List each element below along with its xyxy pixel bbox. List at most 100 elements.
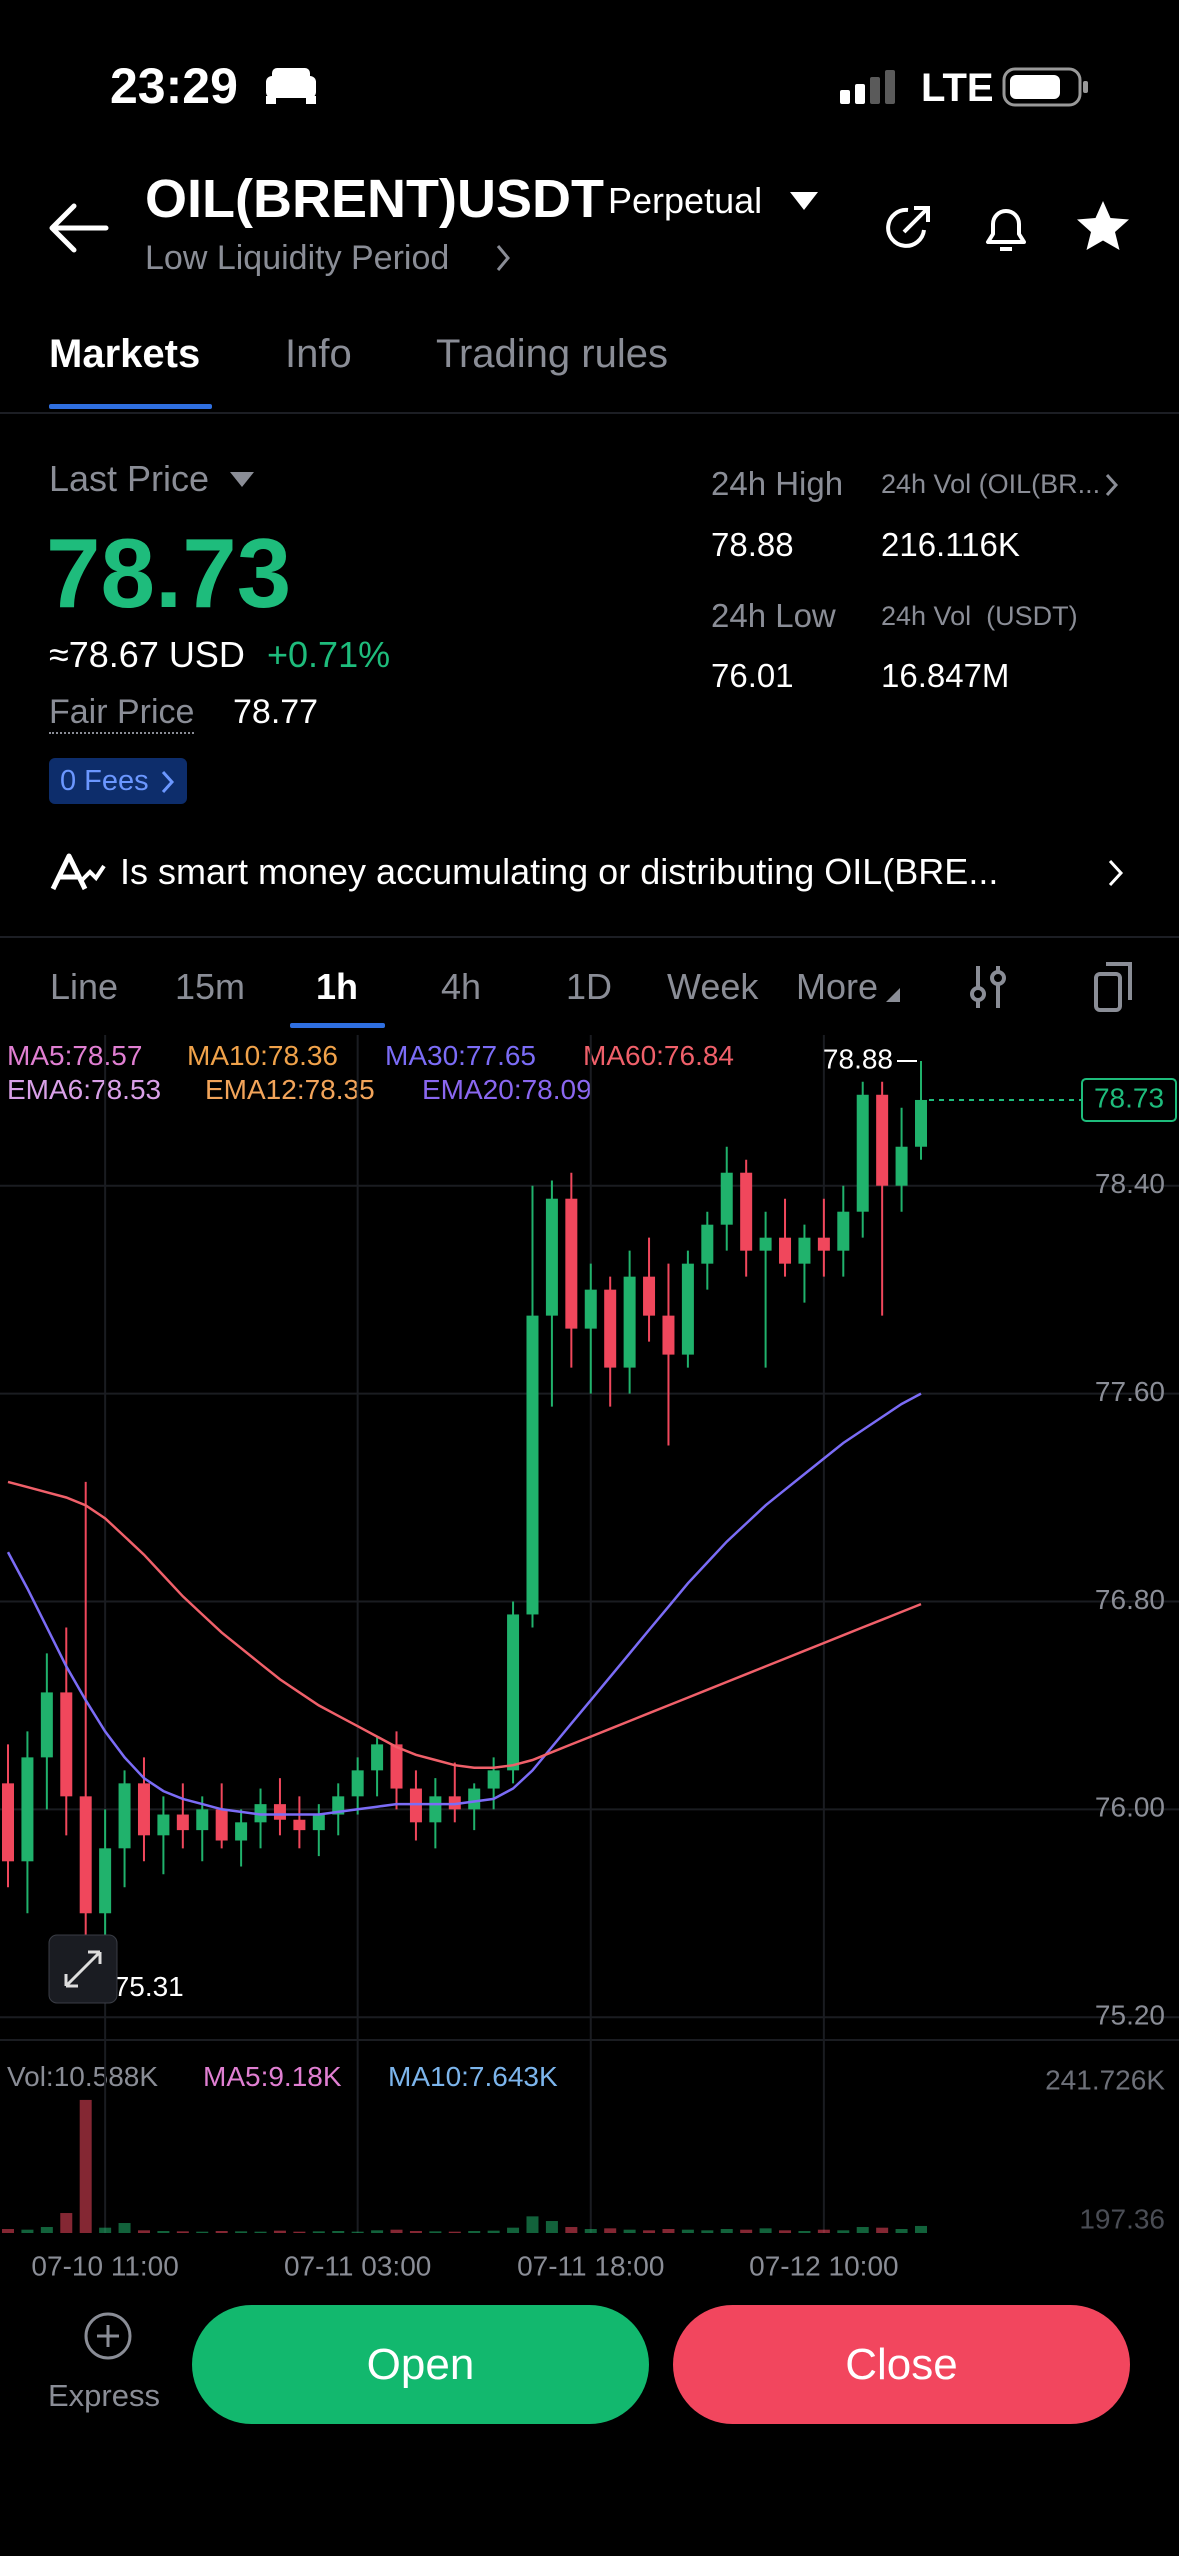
interval[interactable]: 15m	[175, 966, 246, 1007]
pair-title[interactable]: OIL(BRENT)USDT	[145, 169, 604, 229]
candle-body	[157, 1814, 170, 1836]
open-button[interactable]: Open	[192, 2305, 649, 2424]
indicator: MA10:78.36	[187, 1040, 338, 1071]
candle-body	[235, 1822, 248, 1841]
signal-icon	[840, 70, 895, 104]
last-price-label[interactable]: Last Price	[49, 458, 210, 499]
interval[interactable]: Week	[667, 966, 759, 1007]
stat-label: 24h Low	[711, 597, 836, 634]
volume-tick-label: 197.36	[1079, 2203, 1165, 2234]
stat-label: 24h Vol (USDT)	[881, 601, 1078, 631]
candle-body	[487, 1770, 500, 1789]
fair-price: 78.77	[233, 693, 319, 731]
more-arrow	[886, 988, 900, 1002]
share-icon[interactable]	[880, 200, 936, 256]
fair-price-label[interactable]: Fair Price	[49, 695, 195, 734]
tab[interactable]: Trading rules	[436, 332, 668, 376]
volume-bar	[99, 2227, 112, 2233]
banner-text[interactable]: Is smart money accumulating or distribut…	[120, 851, 999, 892]
tab[interactable]: Info	[285, 332, 352, 376]
volume-bar	[798, 2231, 811, 2233]
volume-bar	[817, 2229, 830, 2233]
chevron	[1108, 859, 1124, 887]
candle-body	[312, 1814, 325, 1831]
volume-tick-label: 241.726K	[1045, 2065, 1165, 2096]
interval[interactable]: More	[796, 966, 879, 1007]
fees-text[interactable]: 0 Fees	[60, 765, 149, 797]
volume-bar	[662, 2229, 675, 2233]
candle-body	[371, 1744, 384, 1771]
ai-icon	[50, 853, 106, 891]
candle-body	[332, 1796, 345, 1815]
volume-bar	[895, 2229, 908, 2233]
settings-icon[interactable]	[968, 962, 1008, 1012]
dropdown-arrow	[230, 472, 254, 487]
volume-indicator: MA10:7.643K	[388, 2061, 558, 2092]
last-price: 78.73	[46, 518, 292, 628]
express-label[interactable]: Express	[48, 2378, 160, 2413]
divider	[0, 936, 1179, 938]
close-label[interactable]: Close	[845, 2339, 958, 2389]
volume-bar	[196, 2231, 209, 2233]
stat-label[interactable]: 24h Vol (OIL(BR...	[881, 469, 1101, 499]
chevron	[496, 245, 510, 271]
expand-button[interactable]	[48, 1934, 118, 2004]
fees-badge[interactable]	[49, 758, 187, 804]
volume-bar	[856, 2227, 869, 2233]
x-tick-label: 07-11 03:00	[284, 2250, 431, 2281]
volume-bar	[157, 2231, 170, 2233]
x-tick-label: 07-11 18:00	[517, 2250, 664, 2281]
divider	[0, 412, 1179, 414]
volume-bar	[837, 2230, 850, 2233]
volume-bar	[312, 2231, 325, 2233]
car-icon	[266, 68, 316, 104]
volume-bar	[254, 2231, 267, 2233]
interval[interactable]: 4h	[441, 966, 482, 1007]
battery-icon	[1002, 67, 1088, 107]
volume-bar	[79, 2099, 92, 2233]
volume-bar	[40, 2227, 53, 2233]
stat-value: 78.88	[711, 526, 794, 563]
contract-type[interactable]: Perpetual	[608, 180, 763, 221]
indicator-line	[6, 1392, 922, 1816]
volume-bar	[118, 2223, 131, 2233]
layout-icon[interactable]	[1092, 960, 1136, 1014]
volume-indicator: Vol:10.588K	[7, 2061, 159, 2092]
volume-bar	[468, 2231, 481, 2233]
candle-body	[643, 1276, 656, 1316]
express-icon[interactable]	[82, 2310, 134, 2362]
volume-bar	[604, 2228, 617, 2233]
candle-body	[876, 1094, 889, 1186]
close-button[interactable]: Close	[673, 2305, 1130, 2424]
volume-bar	[915, 2225, 927, 2233]
candle-body	[623, 1276, 636, 1368]
candle-body	[468, 1788, 481, 1810]
interval[interactable]: 1D	[566, 966, 613, 1007]
candle-body	[837, 1211, 850, 1251]
subtitle[interactable]: Low Liquidity Period	[145, 239, 450, 277]
x-tick-label: 07-10 11:00	[31, 2250, 178, 2281]
max-label: 78.88	[823, 1043, 893, 1074]
candle-body	[351, 1770, 364, 1797]
bell-icon[interactable]	[978, 200, 1034, 258]
stat-label: 24h High	[711, 465, 844, 502]
x-tick-label: 07-12 10:00	[749, 2250, 898, 2281]
y-tick-label: 76.80	[1095, 1584, 1165, 1615]
status-time: 23:29	[110, 58, 238, 114]
volume-bar	[235, 2231, 248, 2233]
indicator: EMA6:78.53	[7, 1074, 162, 1105]
volume-bar	[215, 2231, 228, 2233]
back-button[interactable]	[44, 200, 114, 256]
volume-bar	[293, 2231, 306, 2233]
indicator: EMA12:78.35	[205, 1074, 375, 1105]
open-label[interactable]: Open	[366, 2339, 475, 2389]
candle-body	[60, 1692, 73, 1797]
star-icon[interactable]	[1074, 198, 1132, 256]
volume-bar	[584, 2229, 597, 2233]
interval-underline	[290, 1023, 385, 1028]
volume-bar	[623, 2229, 636, 2233]
interval[interactable]: Line	[50, 966, 119, 1007]
interval[interactable]: 1h	[316, 966, 359, 1007]
tab[interactable]: Markets	[49, 332, 201, 376]
